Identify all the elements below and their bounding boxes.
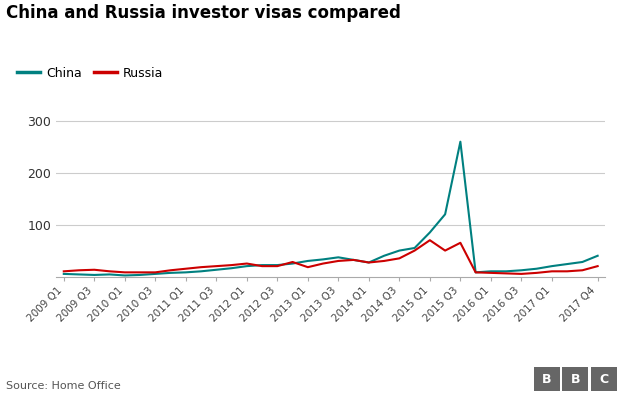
China — [334, 255, 342, 260]
China — [289, 261, 296, 266]
Russia — [152, 270, 159, 275]
China — [457, 139, 464, 144]
Russia — [350, 258, 358, 262]
China — [197, 269, 205, 274]
China — [182, 270, 190, 275]
Russia — [518, 271, 525, 276]
Russia — [167, 268, 174, 273]
China — [121, 273, 129, 278]
China — [396, 248, 403, 253]
Russia — [457, 241, 464, 245]
China — [365, 260, 373, 265]
Text: C: C — [600, 373, 608, 386]
China — [304, 259, 311, 263]
China — [319, 257, 327, 262]
Russia — [578, 268, 586, 273]
Russia — [228, 263, 235, 267]
China — [426, 230, 434, 235]
China — [381, 254, 388, 258]
China — [152, 271, 159, 276]
Russia — [213, 264, 220, 269]
Text: Source: Home Office: Source: Home Office — [6, 381, 121, 391]
China — [228, 266, 235, 271]
Russia — [258, 264, 266, 269]
Russia — [334, 259, 342, 263]
Russia — [319, 261, 327, 266]
China — [76, 272, 83, 277]
Russia — [243, 261, 251, 266]
China — [502, 269, 510, 274]
Russia — [426, 238, 434, 243]
Russia — [106, 269, 114, 274]
China — [90, 273, 98, 277]
China — [167, 271, 174, 275]
China — [213, 267, 220, 272]
China — [273, 263, 281, 267]
China — [518, 268, 525, 273]
Russia — [182, 266, 190, 271]
China — [243, 264, 251, 269]
China — [533, 266, 540, 271]
Text: China and Russia investor visas compared: China and Russia investor visas compared — [6, 4, 401, 22]
China — [548, 264, 555, 269]
China — [258, 263, 266, 267]
China — [487, 269, 495, 274]
Russia — [563, 269, 571, 274]
China — [136, 273, 144, 277]
Russia — [472, 270, 479, 275]
Russia — [396, 256, 403, 261]
Text: B: B — [542, 373, 552, 386]
Russia — [197, 265, 205, 269]
China — [106, 272, 114, 277]
Russia — [441, 248, 449, 253]
Russia — [289, 260, 296, 264]
Russia — [304, 265, 311, 269]
Russia — [121, 270, 129, 275]
Russia — [273, 264, 281, 269]
China — [578, 260, 586, 264]
Russia — [90, 267, 98, 272]
Russia — [411, 248, 418, 253]
Line: Russia: Russia — [64, 240, 598, 274]
Russia — [365, 260, 373, 265]
China — [350, 258, 358, 262]
China — [472, 270, 479, 275]
Russia — [502, 271, 510, 276]
Line: China: China — [64, 142, 598, 275]
Legend: China, Russia: China, Russia — [12, 62, 168, 85]
Russia — [594, 264, 602, 269]
China — [563, 261, 571, 266]
China — [594, 254, 602, 258]
Russia — [487, 271, 495, 275]
Russia — [381, 259, 388, 263]
Russia — [548, 269, 555, 274]
Text: B: B — [570, 373, 580, 386]
China — [441, 212, 449, 216]
Russia — [60, 269, 67, 274]
Russia — [533, 271, 540, 275]
China — [411, 246, 418, 250]
China — [60, 271, 67, 276]
Russia — [136, 270, 144, 275]
Russia — [76, 268, 83, 273]
